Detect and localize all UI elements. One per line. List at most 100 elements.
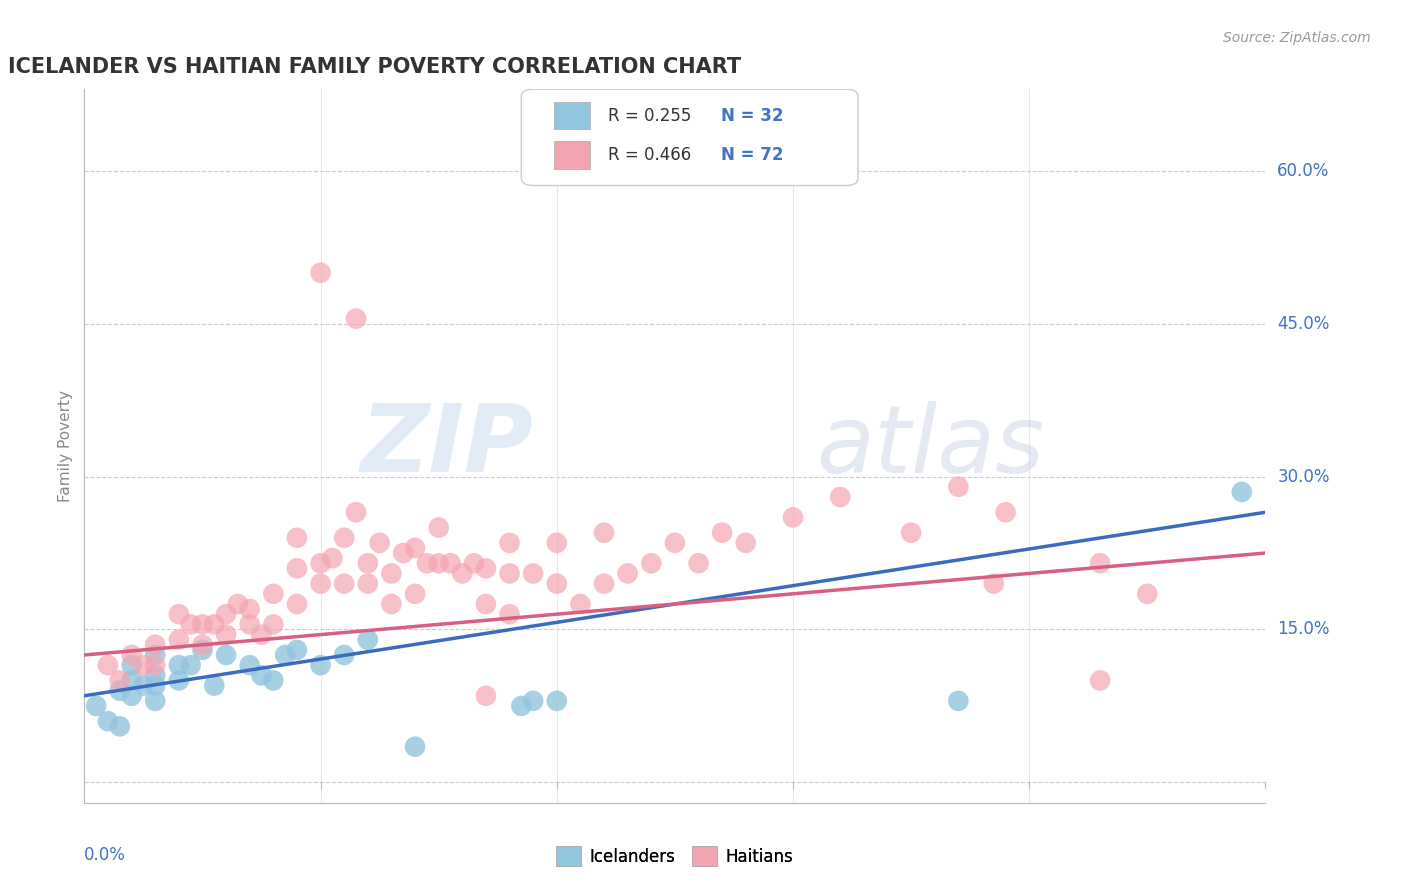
Point [97, 658, 120, 673]
Point [250, 627, 273, 641]
Text: R = 0.255: R = 0.255 [607, 107, 690, 125]
Point [121, 648, 143, 662]
Point [132, 658, 155, 673]
Point [439, 556, 461, 570]
Point [983, 576, 1005, 591]
Point [215, 607, 238, 622]
Point [782, 510, 804, 524]
Point [616, 566, 638, 581]
Point [285, 531, 308, 545]
Point [215, 627, 238, 641]
Point [191, 617, 214, 632]
Text: 60.0%: 60.0% [1277, 161, 1330, 180]
Point [546, 576, 568, 591]
Point [948, 694, 970, 708]
Point [309, 658, 332, 673]
Point [143, 648, 166, 662]
Text: 45.0%: 45.0% [1277, 315, 1330, 333]
Point [239, 617, 262, 632]
Point [143, 694, 166, 708]
Point [593, 576, 616, 591]
Point [498, 536, 520, 550]
FancyBboxPatch shape [522, 89, 858, 186]
Point [593, 525, 616, 540]
Point [522, 694, 544, 708]
Text: N = 32: N = 32 [721, 107, 783, 125]
Text: ICELANDER VS HAITIAN FAMILY POVERTY CORRELATION CHART: ICELANDER VS HAITIAN FAMILY POVERTY CORR… [7, 56, 741, 77]
Point [262, 673, 284, 688]
Point [285, 597, 308, 611]
Point [368, 536, 391, 550]
Point [357, 632, 380, 647]
Point [97, 714, 120, 729]
Point [239, 658, 262, 673]
Point [427, 520, 450, 534]
Point [994, 505, 1017, 519]
Point [688, 556, 710, 570]
Point [309, 266, 332, 280]
Point [498, 607, 520, 622]
Point [274, 648, 297, 662]
Point [416, 556, 439, 570]
Point [143, 679, 166, 693]
Point [392, 546, 415, 560]
Point [108, 683, 131, 698]
Point [1088, 556, 1111, 570]
Point [132, 679, 155, 693]
Point [285, 643, 308, 657]
Point [404, 541, 426, 555]
Point [180, 658, 202, 673]
Point [121, 658, 143, 673]
Legend: Icelanders, Haitians: Icelanders, Haitians [550, 839, 800, 873]
Point [191, 638, 214, 652]
Point [475, 689, 498, 703]
Text: R = 0.466: R = 0.466 [607, 146, 690, 164]
Text: N = 72: N = 72 [721, 146, 783, 164]
Point [143, 658, 166, 673]
Point [84, 698, 107, 713]
Point [239, 602, 262, 616]
Point [1136, 587, 1159, 601]
Point [1230, 484, 1253, 499]
Text: Source: ZipAtlas.com: Source: ZipAtlas.com [1223, 31, 1371, 45]
Point [734, 536, 756, 550]
Point [711, 525, 734, 540]
Point [380, 597, 402, 611]
Point [357, 556, 380, 570]
FancyBboxPatch shape [554, 142, 591, 169]
Text: ZIP: ZIP [360, 400, 533, 492]
Point [309, 576, 332, 591]
Point [226, 597, 249, 611]
Point [451, 566, 474, 581]
Point [344, 505, 367, 519]
Point [121, 673, 143, 688]
Text: 15.0%: 15.0% [1277, 621, 1330, 639]
Point [948, 480, 970, 494]
Point [262, 617, 284, 632]
Point [202, 679, 225, 693]
Y-axis label: Family Poverty: Family Poverty [58, 390, 73, 502]
Point [191, 643, 214, 657]
Point [498, 566, 520, 581]
Point [121, 689, 143, 703]
Point [1088, 673, 1111, 688]
Point [427, 556, 450, 570]
Point [262, 587, 284, 601]
Point [333, 531, 356, 545]
Point [344, 311, 367, 326]
Point [321, 551, 343, 566]
Text: atlas: atlas [817, 401, 1045, 491]
Point [285, 561, 308, 575]
Point [380, 566, 402, 581]
Point [900, 525, 922, 540]
Point [546, 694, 568, 708]
Point [510, 698, 533, 713]
Point [522, 566, 544, 581]
Point [167, 658, 190, 673]
Point [333, 576, 356, 591]
Point [546, 536, 568, 550]
Point [167, 632, 190, 647]
Point [202, 617, 225, 632]
Point [357, 576, 380, 591]
Point [143, 668, 166, 682]
